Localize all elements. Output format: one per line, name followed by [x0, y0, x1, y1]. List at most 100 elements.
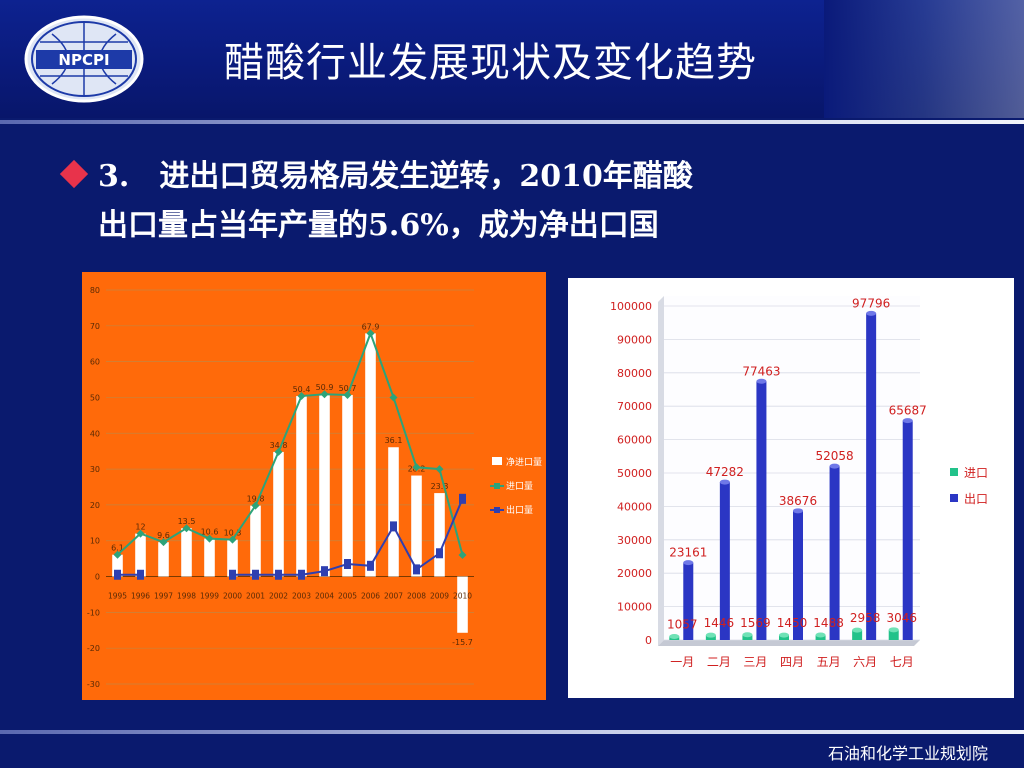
net-import-bar [434, 493, 445, 577]
net-import-bar [296, 396, 307, 577]
y-tick-label: -20 [87, 644, 100, 653]
import-point [320, 390, 329, 399]
import-point [297, 392, 306, 401]
net-import-data-label: 10.6 [201, 528, 219, 537]
net-import-data-label: 19.8 [247, 495, 265, 504]
import-point [136, 529, 145, 538]
net-import-bar [365, 333, 376, 577]
legend-label: 出口 [964, 492, 988, 506]
net-import-data-label: 34.8 [270, 441, 288, 450]
net-import-data-label: 9.6 [157, 531, 170, 540]
logo-text: NPCPI [58, 51, 109, 69]
net-import-chart-panel: -30 -20 -10 0 10 20 30 40 50 60 70 80 6.1 12 9.6 13.5 10… [82, 272, 546, 700]
x-tick-label: 1997 [154, 592, 173, 601]
export-point [436, 548, 443, 559]
x-tick-label: 2010 [453, 592, 472, 601]
export-bar [793, 510, 803, 640]
legend-label: 出口量 [506, 504, 533, 516]
import-data-label: 1057 [667, 617, 698, 631]
net-import-chart: -30 -20 -10 0 10 20 30 40 50 60 70 80 6.1 12 9.6 13.5 10… [87, 286, 542, 689]
export-point [229, 569, 236, 580]
import-point [412, 463, 421, 472]
import-bar-cap [705, 632, 716, 638]
x-tick-label: 1995 [108, 592, 127, 601]
y-tick-label: 50000 [617, 467, 652, 480]
x-tick-label: 七月 [890, 655, 914, 669]
net-import-data-label: 50.7 [339, 384, 357, 393]
import-bar-cap [669, 633, 680, 639]
net-import-data-label: 50.9 [316, 383, 334, 392]
monthly-trade-chart: 0 10000 20000 30000 40000 50000 60000 70000 8000… [610, 296, 988, 669]
export-bar [719, 482, 730, 640]
import-bar-cap [742, 632, 753, 638]
y-tick-label: 90000 [617, 333, 652, 346]
export-point [321, 566, 328, 577]
import-bar-cap [815, 632, 826, 638]
legend-swatch [950, 468, 958, 476]
export-point [344, 559, 351, 570]
x-tick-label: 2004 [315, 592, 334, 601]
import-point [159, 538, 168, 547]
x-tick-label: 2007 [384, 592, 403, 601]
export-point [413, 564, 420, 575]
export-data-label: 97796 [852, 296, 890, 310]
x-tick-label: 2000 [223, 592, 242, 601]
bullet-line-2: 出口量占当年产量的5.6%，成为净出口国 [98, 208, 659, 243]
import-data-label: 1446 [704, 616, 735, 630]
net-import-data-label: 10.3 [224, 529, 242, 538]
import-data-label: 2958 [850, 611, 881, 625]
import-point [182, 524, 191, 533]
export-point [298, 569, 305, 580]
y-tick-label: 20000 [617, 567, 652, 580]
x-tick-label: 六月 [853, 655, 877, 669]
export-bar [683, 562, 694, 640]
net-import-bar [457, 576, 468, 633]
import-bar-cap [888, 627, 899, 633]
net-import-bar [181, 528, 192, 577]
export-bar-cap [866, 310, 877, 316]
y-tick-label: 40000 [617, 500, 652, 513]
x-tick-label: 2001 [246, 592, 265, 601]
y-tick-label: 80 [90, 286, 100, 295]
y-tick-label: 60 [90, 358, 100, 367]
export-bar-cap [756, 378, 767, 384]
import-point [343, 390, 352, 399]
bullet-line-1: 3. 进出口贸易格局发生逆转，2010年醋酸 [98, 159, 693, 194]
x-tick-label: 2002 [269, 592, 288, 601]
import-point [205, 534, 214, 543]
net-import-bar [158, 542, 169, 577]
net-import-bar [135, 533, 146, 577]
top-divider [0, 120, 1024, 124]
y-tick-label: 0 [95, 573, 100, 582]
x-tick-label: 五月 [817, 655, 841, 669]
y-tick-label: 30 [90, 465, 100, 474]
net-import-data-label: 36.1 [385, 436, 403, 445]
import-point [435, 465, 444, 474]
net-import-bar [227, 539, 238, 577]
import-point [366, 329, 375, 338]
y-tick-label: 20 [90, 501, 100, 510]
export-bar [866, 313, 877, 640]
import-bar [852, 630, 863, 640]
legend-label: 进口量 [506, 481, 533, 492]
x-tick-label: 二月 [707, 655, 731, 669]
import-point [228, 535, 237, 544]
y-tick-label: 60000 [617, 434, 652, 447]
floor [658, 640, 920, 646]
x-tick-label: 1998 [177, 592, 196, 601]
import-data-label: 3046 [886, 611, 917, 625]
export-point [275, 569, 282, 580]
export-data-label: 52058 [815, 449, 853, 463]
net-import-data-label: 13.5 [178, 517, 196, 526]
export-data-label: 77463 [742, 364, 780, 378]
net-import-bar [411, 475, 422, 577]
x-tick-label: 1999 [200, 592, 219, 601]
export-data-label: 47282 [706, 465, 744, 479]
header-photo [824, 0, 1024, 118]
x-tick-label: 1996 [131, 592, 150, 601]
y-tick-label: 70000 [617, 400, 652, 413]
export-point [390, 521, 397, 532]
import-data-label: 1450 [777, 616, 808, 630]
x-tick-label: 2003 [292, 592, 311, 601]
wall-left [658, 296, 664, 646]
